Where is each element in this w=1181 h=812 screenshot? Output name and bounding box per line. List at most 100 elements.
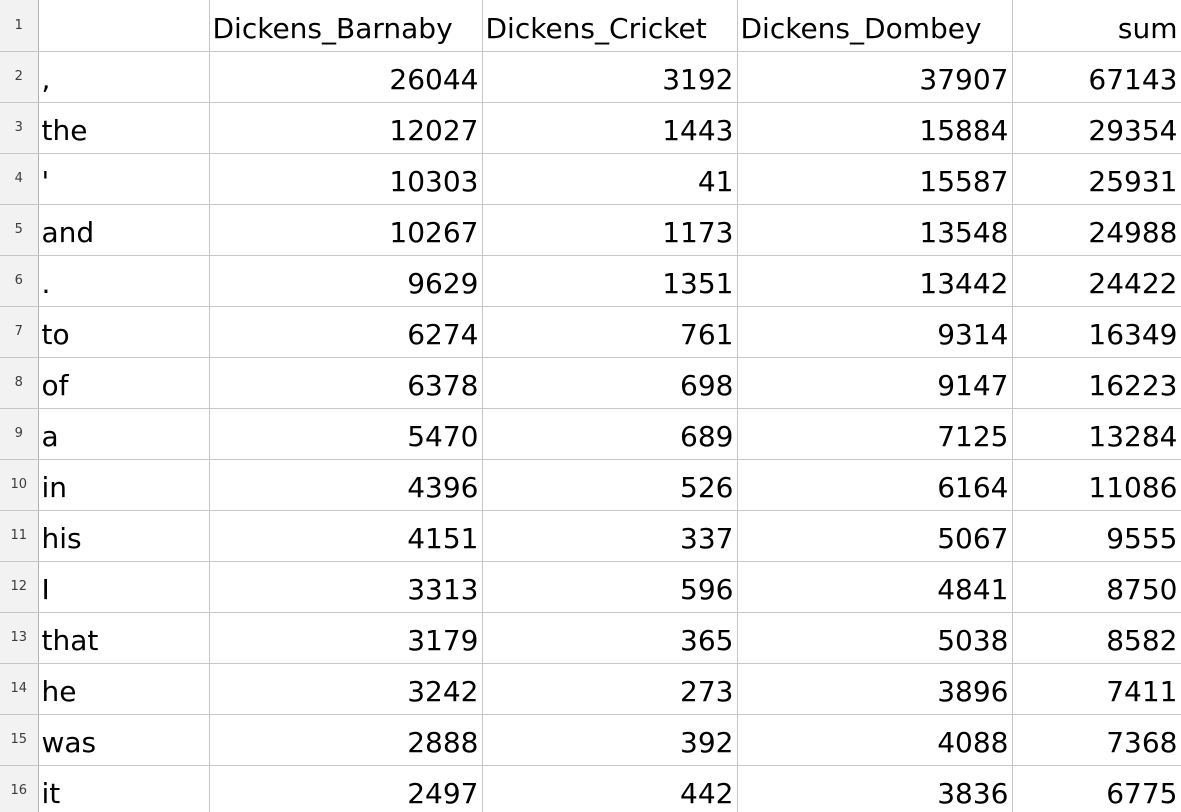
row-header[interactable]: 6 xyxy=(0,255,39,307)
row-header[interactable]: 10 xyxy=(0,459,39,511)
cell-cricket[interactable]: 337 xyxy=(482,510,738,562)
cell-word[interactable]: ' xyxy=(38,153,210,205)
cell-header-dickens-dombey[interactable]: Dickens_Dombey xyxy=(737,0,1013,52)
cell-sum[interactable]: 8750 xyxy=(1012,561,1181,613)
cell-word[interactable]: and xyxy=(38,204,210,256)
cell-sum[interactable]: 16223 xyxy=(1012,357,1181,409)
cell-dombey[interactable]: 13442 xyxy=(737,255,1013,307)
cell-barnaby[interactable]: 4396 xyxy=(209,459,483,511)
cell-dombey[interactable]: 5067 xyxy=(737,510,1013,562)
cell-barnaby[interactable]: 10267 xyxy=(209,204,483,256)
row-header[interactable]: 4 xyxy=(0,153,39,205)
row-header[interactable]: 15 xyxy=(0,714,39,766)
row-header[interactable]: 9 xyxy=(0,408,39,460)
cell-word[interactable]: I xyxy=(38,561,210,613)
cell-word[interactable]: . xyxy=(38,255,210,307)
cell-sum[interactable]: 8582 xyxy=(1012,612,1181,664)
cell-cricket[interactable]: 392 xyxy=(482,714,738,766)
cell-dombey[interactable]: 37907 xyxy=(737,51,1013,103)
cell-barnaby[interactable]: 6274 xyxy=(209,306,483,358)
cell-word[interactable]: of xyxy=(38,357,210,409)
cell-word[interactable]: he xyxy=(38,663,210,715)
cell-sum[interactable]: 16349 xyxy=(1012,306,1181,358)
cell-cricket[interactable]: 761 xyxy=(482,306,738,358)
cell-dombey[interactable]: 15884 xyxy=(737,102,1013,154)
cell-cricket[interactable]: 365 xyxy=(482,612,738,664)
cell-sum[interactable]: 25931 xyxy=(1012,153,1181,205)
cell-word[interactable]: the xyxy=(38,102,210,154)
cell-cricket[interactable]: 41 xyxy=(482,153,738,205)
cell-barnaby[interactable]: 3242 xyxy=(209,663,483,715)
cell-sum[interactable]: 9555 xyxy=(1012,510,1181,562)
row-header[interactable]: 11 xyxy=(0,510,39,562)
cell-word[interactable]: that xyxy=(38,612,210,664)
cell-barnaby[interactable]: 2888 xyxy=(209,714,483,766)
cell-cricket[interactable]: 273 xyxy=(482,663,738,715)
cell-dombey[interactable]: 3836 xyxy=(737,765,1013,812)
row-header[interactable]: 16 xyxy=(0,765,39,812)
cell-dombey[interactable]: 5038 xyxy=(737,612,1013,664)
cell-cricket[interactable]: 1351 xyxy=(482,255,738,307)
row-header[interactable]: 3 xyxy=(0,102,39,154)
cell-header-dickens-cricket[interactable]: Dickens_Cricket xyxy=(482,0,738,52)
cell-word[interactable]: a xyxy=(38,408,210,460)
cell-barnaby[interactable]: 26044 xyxy=(209,51,483,103)
cell-dombey[interactable]: 7125 xyxy=(737,408,1013,460)
cell-barnaby[interactable]: 4151 xyxy=(209,510,483,562)
row-header[interactable]: 2 xyxy=(0,51,39,103)
cell-barnaby[interactable]: 3313 xyxy=(209,561,483,613)
cell-word[interactable]: to xyxy=(38,306,210,358)
cell-dombey[interactable]: 9147 xyxy=(737,357,1013,409)
cell-sum[interactable]: 7411 xyxy=(1012,663,1181,715)
cell-barnaby[interactable]: 2497 xyxy=(209,765,483,812)
cell-barnaby[interactable]: 3179 xyxy=(209,612,483,664)
row-header[interactable]: 13 xyxy=(0,612,39,664)
cell-word[interactable]: in xyxy=(38,459,210,511)
cell-barnaby[interactable]: 10303 xyxy=(209,153,483,205)
cell-dombey[interactable]: 15587 xyxy=(737,153,1013,205)
cell-sum[interactable]: 13284 xyxy=(1012,408,1181,460)
cell-sum[interactable]: 24988 xyxy=(1012,204,1181,256)
row-header[interactable]: 5 xyxy=(0,204,39,256)
table-row: 5 and 10267 1173 13548 24988 xyxy=(0,204,1181,256)
cell-header-dickens-barnaby[interactable]: Dickens_Barnaby xyxy=(209,0,483,52)
cell-dombey[interactable]: 9314 xyxy=(737,306,1013,358)
cell-sum[interactable]: 24422 xyxy=(1012,255,1181,307)
table-row: 9 a 5470 689 7125 13284 xyxy=(0,408,1181,460)
cell-barnaby[interactable]: 9629 xyxy=(209,255,483,307)
cell-barnaby[interactable]: 12027 xyxy=(209,102,483,154)
row-header[interactable]: 14 xyxy=(0,663,39,715)
row-header[interactable]: 1 xyxy=(0,0,39,52)
cell-barnaby[interactable]: 6378 xyxy=(209,357,483,409)
cell-cricket[interactable]: 596 xyxy=(482,561,738,613)
cell-cricket[interactable]: 698 xyxy=(482,357,738,409)
cell-cricket[interactable]: 1443 xyxy=(482,102,738,154)
cell-cricket[interactable]: 526 xyxy=(482,459,738,511)
cell-sum[interactable]: 7368 xyxy=(1012,714,1181,766)
cell-sum[interactable]: 11086 xyxy=(1012,459,1181,511)
cell-cricket[interactable]: 3192 xyxy=(482,51,738,103)
cell-sum[interactable]: 67143 xyxy=(1012,51,1181,103)
cell-word[interactable]: , xyxy=(38,51,210,103)
cell-dombey[interactable]: 4088 xyxy=(737,714,1013,766)
cell-header-sum[interactable]: sum xyxy=(1012,0,1181,52)
row-header[interactable]: 7 xyxy=(0,306,39,358)
table-row: 16 it 2497 442 3836 6775 xyxy=(0,765,1181,812)
cell-word[interactable]: his xyxy=(38,510,210,562)
row-header[interactable]: 12 xyxy=(0,561,39,613)
cell-dombey[interactable]: 4841 xyxy=(737,561,1013,613)
table-row: 14 he 3242 273 3896 7411 xyxy=(0,663,1181,715)
cell-dombey[interactable]: 13548 xyxy=(737,204,1013,256)
cell-word[interactable]: was xyxy=(38,714,210,766)
cell-barnaby[interactable]: 5470 xyxy=(209,408,483,460)
cell-dombey[interactable]: 6164 xyxy=(737,459,1013,511)
cell-word[interactable]: it xyxy=(38,765,210,812)
cell-sum[interactable]: 29354 xyxy=(1012,102,1181,154)
cell-dombey[interactable]: 3896 xyxy=(737,663,1013,715)
cell-cricket[interactable]: 1173 xyxy=(482,204,738,256)
cell-header-a[interactable] xyxy=(38,0,210,52)
cell-cricket[interactable]: 689 xyxy=(482,408,738,460)
cell-cricket[interactable]: 442 xyxy=(482,765,738,812)
cell-sum[interactable]: 6775 xyxy=(1012,765,1181,812)
row-header[interactable]: 8 xyxy=(0,357,39,409)
